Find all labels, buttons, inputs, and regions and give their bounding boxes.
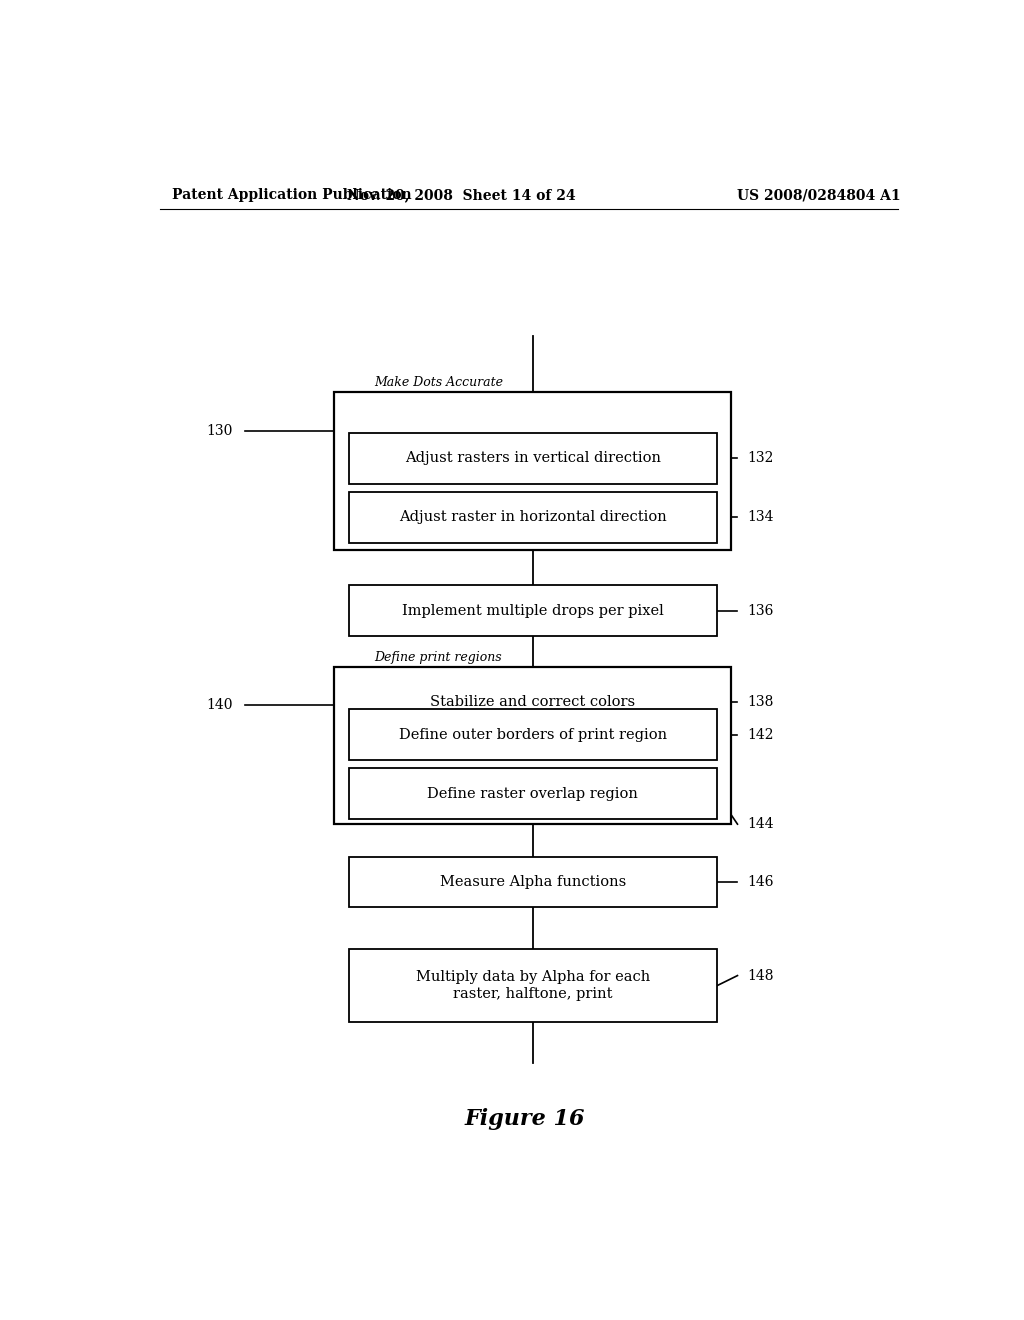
Text: Define outer borders of print region: Define outer borders of print region (398, 727, 667, 742)
Text: Figure 16: Figure 16 (465, 1107, 585, 1130)
Text: Make Dots Accurate: Make Dots Accurate (374, 376, 503, 389)
Text: 132: 132 (748, 451, 773, 465)
Text: Define print regions: Define print regions (374, 651, 502, 664)
FancyBboxPatch shape (334, 392, 731, 549)
Text: Multiply data by Alpha for each
raster, halftone, print: Multiply data by Alpha for each raster, … (416, 970, 650, 1002)
FancyBboxPatch shape (348, 949, 717, 1022)
FancyBboxPatch shape (348, 857, 717, 907)
Text: Adjust rasters in vertical direction: Adjust rasters in vertical direction (404, 451, 660, 465)
FancyBboxPatch shape (348, 585, 717, 636)
FancyBboxPatch shape (334, 667, 731, 824)
Text: Implement multiple drops per pixel: Implement multiple drops per pixel (401, 603, 664, 618)
FancyBboxPatch shape (348, 709, 717, 760)
FancyBboxPatch shape (348, 492, 717, 543)
Text: Nov. 20, 2008  Sheet 14 of 24: Nov. 20, 2008 Sheet 14 of 24 (347, 189, 575, 202)
Text: Define raster overlap region: Define raster overlap region (427, 787, 638, 801)
Text: 138: 138 (748, 696, 773, 709)
Text: 136: 136 (748, 603, 773, 618)
Text: 134: 134 (748, 511, 773, 524)
Text: 148: 148 (748, 969, 773, 982)
Text: 146: 146 (748, 875, 773, 890)
Text: Adjust raster in horizontal direction: Adjust raster in horizontal direction (399, 511, 667, 524)
Text: Patent Application Publication: Patent Application Publication (172, 189, 412, 202)
Text: 142: 142 (748, 727, 773, 742)
Text: US 2008/0284804 A1: US 2008/0284804 A1 (736, 189, 900, 202)
Text: Stabilize and correct colors: Stabilize and correct colors (430, 696, 635, 709)
Text: 144: 144 (748, 817, 774, 832)
FancyBboxPatch shape (348, 677, 717, 727)
Text: 140: 140 (206, 698, 232, 713)
Text: 130: 130 (206, 424, 232, 438)
Text: Measure Alpha functions: Measure Alpha functions (439, 875, 626, 890)
FancyBboxPatch shape (348, 433, 717, 483)
FancyBboxPatch shape (348, 768, 717, 818)
